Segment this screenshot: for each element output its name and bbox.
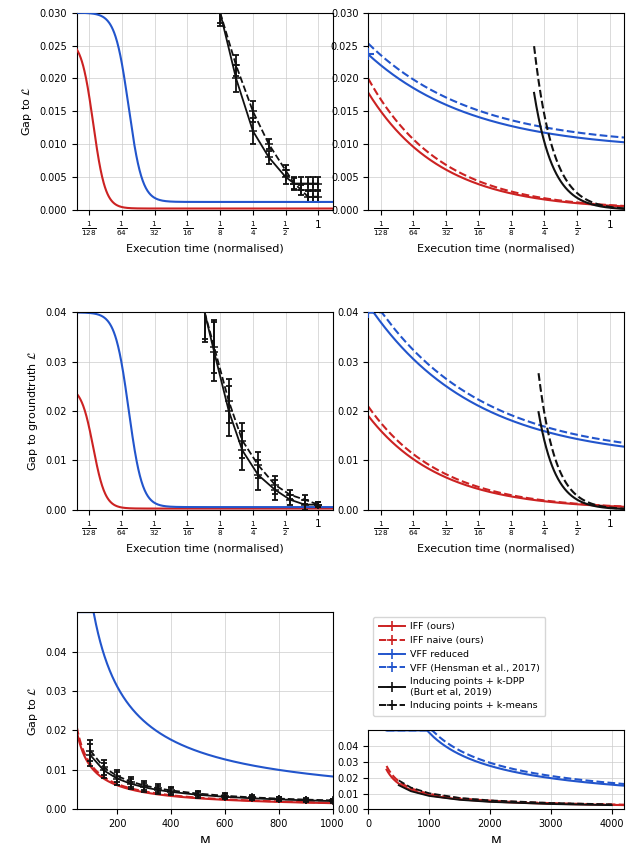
Y-axis label: Gap to groundtruth $\mathcal{L}$: Gap to groundtruth $\mathcal{L}$	[26, 351, 40, 471]
Legend: IFF (ours), IFF naive (ours), VFF reduced, VFF (Hensman et al., 2017), Inducing : IFF (ours), IFF naive (ours), VFF reduce…	[373, 617, 545, 717]
Y-axis label: Gap to $\mathcal{L}$: Gap to $\mathcal{L}$	[26, 685, 40, 736]
Y-axis label: Gap to $\mathcal{L}$: Gap to $\mathcal{L}$	[20, 86, 34, 137]
X-axis label: Execution time (normalised): Execution time (normalised)	[417, 244, 575, 254]
X-axis label: Execution time (normalised): Execution time (normalised)	[417, 543, 575, 553]
X-axis label: Execution time (normalised): Execution time (normalised)	[126, 543, 284, 553]
X-axis label: M: M	[199, 835, 210, 843]
X-axis label: Execution time (normalised): Execution time (normalised)	[126, 244, 284, 254]
X-axis label: M: M	[491, 835, 502, 843]
